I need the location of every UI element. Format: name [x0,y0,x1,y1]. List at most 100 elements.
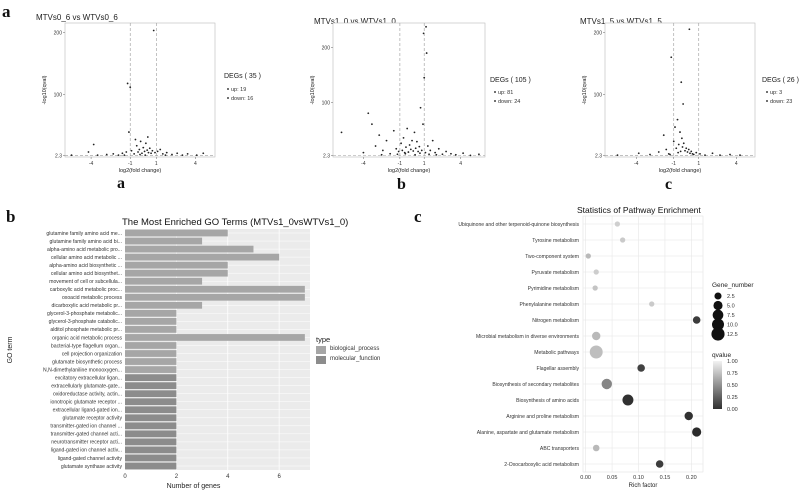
pathway-label: Two-component system [525,254,579,260]
pathway-label: Nitrogen metabolism [532,318,579,324]
go-bar [125,237,203,245]
volcano-2-legend-title: DEGs ( 105 ) [490,77,531,84]
volcano-point [137,151,139,153]
volcano-point [426,145,429,147]
volcano-point [381,149,384,152]
x-axis-label: log2(fold change) [119,168,162,174]
volcano-point [371,123,373,126]
go-term-label: glutamate biosynthetic process [52,359,122,365]
volcano-point [143,150,146,153]
volcano-point [692,153,695,156]
go-bar [125,366,177,373]
y-tick-label: 100 [322,100,331,106]
volcano-2-title: MTVs1_0 vs WTVs1_0 [314,17,396,26]
volcano-point [687,148,690,151]
volcano-point [729,153,731,156]
qvalue-tick-label: 0.00 [727,407,738,413]
volcano-point [695,151,698,154]
volcano-point [395,147,398,150]
volcano-point [402,136,405,139]
volcano-point [150,152,152,155]
x-tick-label: 4 [194,161,197,167]
x-tick-label: -1 [398,161,403,167]
volcano-point [704,154,706,157]
go-term-label: bacterial-type flagellum organ... [51,343,122,349]
volcano-point [405,146,407,149]
volcano-point [616,154,619,157]
go-term-label: cell projection organization [62,351,122,357]
go-x-axis-label: Number of genes [167,483,221,490]
go-bar [125,438,177,446]
go-term-label: N,N-dimethylaniline monooxygen... [43,367,122,373]
qvalue-tick-label: 1.00 [727,359,738,365]
volcano-point [202,152,205,155]
go-bar [125,261,228,269]
volcano-point [362,151,365,154]
go-term-label: alpha-amino acid biosynthetic ... [49,263,122,269]
x-tick-label: -4 [361,161,366,167]
pathway-bubble [637,364,645,372]
volcano-point [161,152,164,155]
go-y-axis-label: GO term [7,336,14,363]
legend-dot-down [766,100,768,102]
volcano-point [401,149,404,152]
go-bar [125,422,177,430]
volcano-point [404,152,407,155]
go-term-label: carboxylic acid metabolic proc... [50,287,122,293]
volcano-point [374,145,377,147]
volcano-point [669,153,671,156]
volcano-point [186,152,189,155]
volcano-point [133,152,136,155]
volcano-point [677,151,680,154]
size-legend-label: 10.0 [727,323,738,329]
go-term-label: glycerol-3-phosphate catabolic... [49,319,122,325]
go-legend-swatch-mf [316,356,326,364]
volcano-point [425,25,427,28]
volcano-point [112,152,115,155]
pathway-label: Pyruvate metabolism [531,270,579,276]
volcano-point [367,112,370,115]
pathway-x-axis-label: Rich factor [629,483,658,489]
volcano-1-legend-title: DEGs ( 35 ) [224,73,261,80]
volcano-point [130,149,133,152]
volcano-point [450,152,452,155]
volcano-3-title: MTVs1_5 vs WTVs1_5 [580,17,662,26]
qvalue-tick-label: 0.50 [727,383,738,389]
volcano-point [422,32,425,35]
legend-dot-up [766,91,768,93]
pathway-label: Microbial metabolism in diverse environm… [476,334,579,340]
size-legend-dot [711,327,725,341]
y-axis-label: -log10(qval) [42,75,48,104]
volcano-point [147,151,150,154]
x-tick-label: 1 [155,161,158,167]
pathway-label: Biosynthesis of secondary metabolites [492,382,579,388]
pathway-x-tick-label: 0.05 [607,475,618,481]
volcano-point [96,154,99,157]
volcano-point [156,150,159,153]
go-chart-title: The Most Enriched GO Terms (MTVs1_0vsWTV… [122,217,349,228]
pathway-bubble [593,269,599,275]
volcano-point [171,153,173,156]
volcano-point [445,150,447,153]
pathway-label: 2-Oxocarboxylic acid metabolism [504,462,579,468]
volcano-3-legend-up: up: 3 [770,90,783,96]
size-legend-dot [714,292,722,300]
volcano-point [682,103,685,105]
volcano-plot-frame [64,22,216,158]
volcano-point [164,154,167,157]
go-bar [125,318,177,325]
volcano-point [146,149,149,152]
volcano-1-sublabel: a [117,175,125,192]
x-tick-label: 1 [697,161,700,167]
volcano-1-legend-down: down: 16 [231,96,254,102]
volcano-point [416,140,418,143]
pathway-bubble [649,301,655,307]
volcano-point [181,154,184,157]
volcano-point [407,151,410,153]
volcano-point [148,147,151,150]
panel-b-letter: b [6,207,16,226]
go-term-label: oxoacid metabolic process [62,295,122,301]
volcano-point [711,152,714,155]
